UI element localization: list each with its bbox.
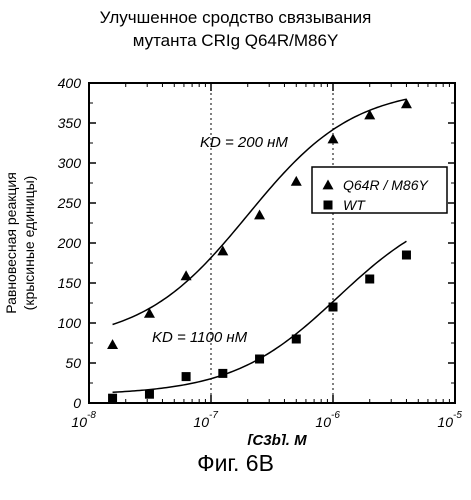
data-point-square	[255, 355, 264, 364]
x-tick-label-base: 10	[193, 414, 209, 430]
x-tick-label-base: 10	[315, 414, 331, 430]
data-point-square	[329, 303, 338, 312]
data-point-triangle	[254, 210, 265, 220]
data-point-triangle	[364, 110, 375, 120]
y-tick-label: 300	[58, 155, 82, 171]
legend-square	[324, 201, 333, 210]
data-point-triangle	[107, 339, 118, 349]
data-point-square	[365, 275, 374, 284]
x-tick-label-exponent: -7	[209, 410, 218, 421]
tick-labels: 05010015020025030035040010-810-710-610-5	[57, 75, 463, 430]
x-tick-label-base: 10	[71, 414, 87, 430]
figure-caption: Фиг. 6В	[0, 448, 471, 478]
kd-annotation-wt: KD = 1100 нМ	[152, 329, 248, 346]
axis-ticks	[89, 83, 455, 403]
data-point-square	[292, 335, 301, 344]
x-axis-label: [C3b], M	[246, 432, 307, 445]
x-tick-label: 10-7	[193, 410, 218, 430]
x-tick-label: 10-8	[71, 410, 96, 430]
y-tick-label: 150	[58, 275, 82, 291]
y-tick-label: 100	[58, 315, 82, 331]
legend-label-wt: WT	[343, 197, 366, 213]
data-point-square	[218, 369, 227, 378]
y-tick-label: 350	[58, 115, 82, 131]
binding-chart: 05010015020025030035040010-810-710-610-5…	[0, 0, 471, 445]
y-tick-label: 50	[65, 355, 81, 371]
x-tick-label-exponent: -5	[453, 410, 462, 421]
y-tick-label: 250	[57, 195, 82, 211]
y-tick-label: 0	[73, 395, 81, 411]
plot-frame	[89, 83, 455, 403]
grid	[211, 83, 333, 403]
y-tick-label: 400	[58, 75, 82, 91]
legend-label-mutant: Q64R / M86Y	[343, 177, 429, 193]
legend-square-marker	[324, 201, 333, 210]
x-tick-label: 10-6	[315, 410, 340, 430]
x-tick-label-base: 10	[437, 414, 453, 430]
y-axis-label-line-2: (крысиные единицы)	[21, 176, 37, 311]
data-point-square	[182, 372, 191, 381]
y-axis-label-line-1: Равновесная реакция	[3, 172, 19, 314]
x-tick-label-exponent: -8	[87, 410, 96, 421]
y-tick-label: 200	[57, 235, 82, 251]
legend: Q64R / M86Y WT	[312, 167, 447, 213]
x-tick-label: 10-5	[437, 410, 462, 430]
data-point-triangle	[291, 176, 302, 186]
data-point-triangle	[181, 270, 192, 280]
data-point-square	[402, 251, 411, 260]
x-tick-label-exponent: -6	[331, 410, 340, 421]
data-point-square	[145, 390, 154, 399]
data-point-triangle	[217, 246, 228, 256]
kd-annotation-mutant: KD = 200 нМ	[200, 134, 288, 151]
data-point-triangle	[328, 134, 339, 144]
data-point-triangle	[144, 308, 155, 318]
data-point-square	[108, 394, 117, 403]
fit-curve-wt	[113, 241, 407, 392]
